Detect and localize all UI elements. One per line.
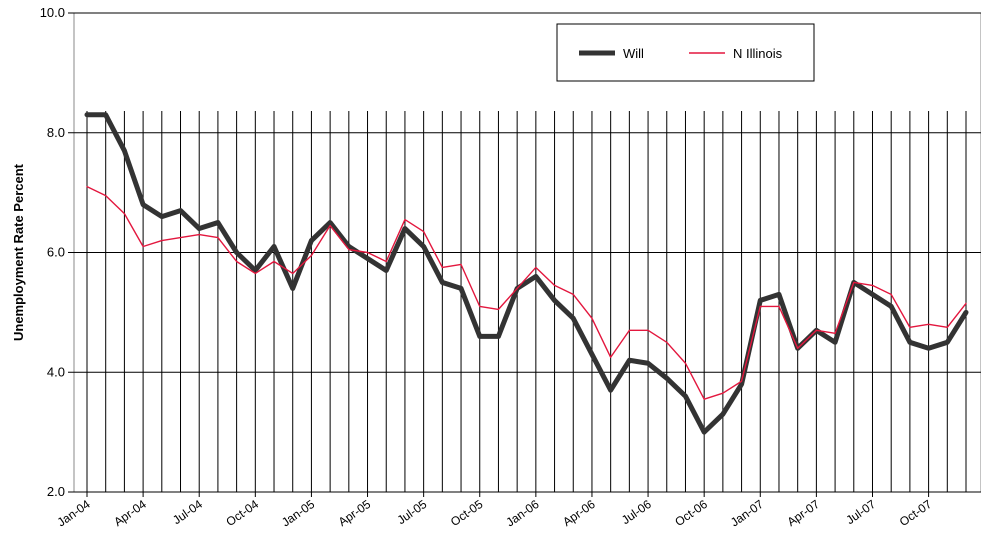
y-tick-label: 2.0 [47, 484, 65, 499]
legend: Will N Illinois [556, 23, 815, 82]
x-axis-ticks: Jan-04 Apr-04 Jul-04 Oct-04 Jan-05 Apr-05 Jul-… [55, 492, 935, 530]
x-tick-label: Jul-05 [395, 497, 430, 527]
y-axis-label: Unemployment Rate Percent [11, 163, 26, 341]
x-tick-label: Apr-04 [111, 497, 149, 529]
horizontal-gridlines [74, 12, 981, 493]
x-tick-label: Apr-07 [785, 497, 823, 529]
y-tick-label: 8.0 [47, 125, 65, 140]
legend-label-will: Will [623, 46, 644, 61]
x-tick-label: Jan-04 [55, 497, 93, 530]
x-tick-label: Jul-07 [843, 497, 878, 527]
series-layer [84, 112, 969, 435]
x-tick-label: Jan-07 [728, 497, 766, 530]
series-line-will [84, 112, 969, 435]
x-tick-label: Oct-04 [224, 497, 262, 529]
x-tick-label: Jul-06 [619, 497, 654, 527]
x-tick-label: Apr-05 [336, 497, 374, 529]
legend-label-n-illinois: N Illinois [733, 46, 783, 61]
x-tick-label: Apr-06 [560, 497, 598, 529]
vertical-gridlines [86, 111, 967, 492]
x-tick-label: Jul-04 [170, 497, 205, 527]
y-axis-ticks: 2.0 4.0 6.0 8.0 10.0 [40, 5, 74, 499]
x-tick-label: Jan-06 [503, 497, 541, 530]
y-tick-label: 10.0 [40, 5, 65, 20]
x-tick-label: Oct-07 [897, 497, 935, 529]
series-line-n-illinois [86, 185, 967, 400]
x-tick-label: Oct-05 [448, 497, 486, 529]
y-tick-label: 6.0 [47, 245, 65, 260]
x-tick-label: Jan-05 [279, 497, 317, 530]
x-tick-label: Oct-06 [672, 497, 710, 529]
y-tick-label: 4.0 [47, 364, 65, 379]
